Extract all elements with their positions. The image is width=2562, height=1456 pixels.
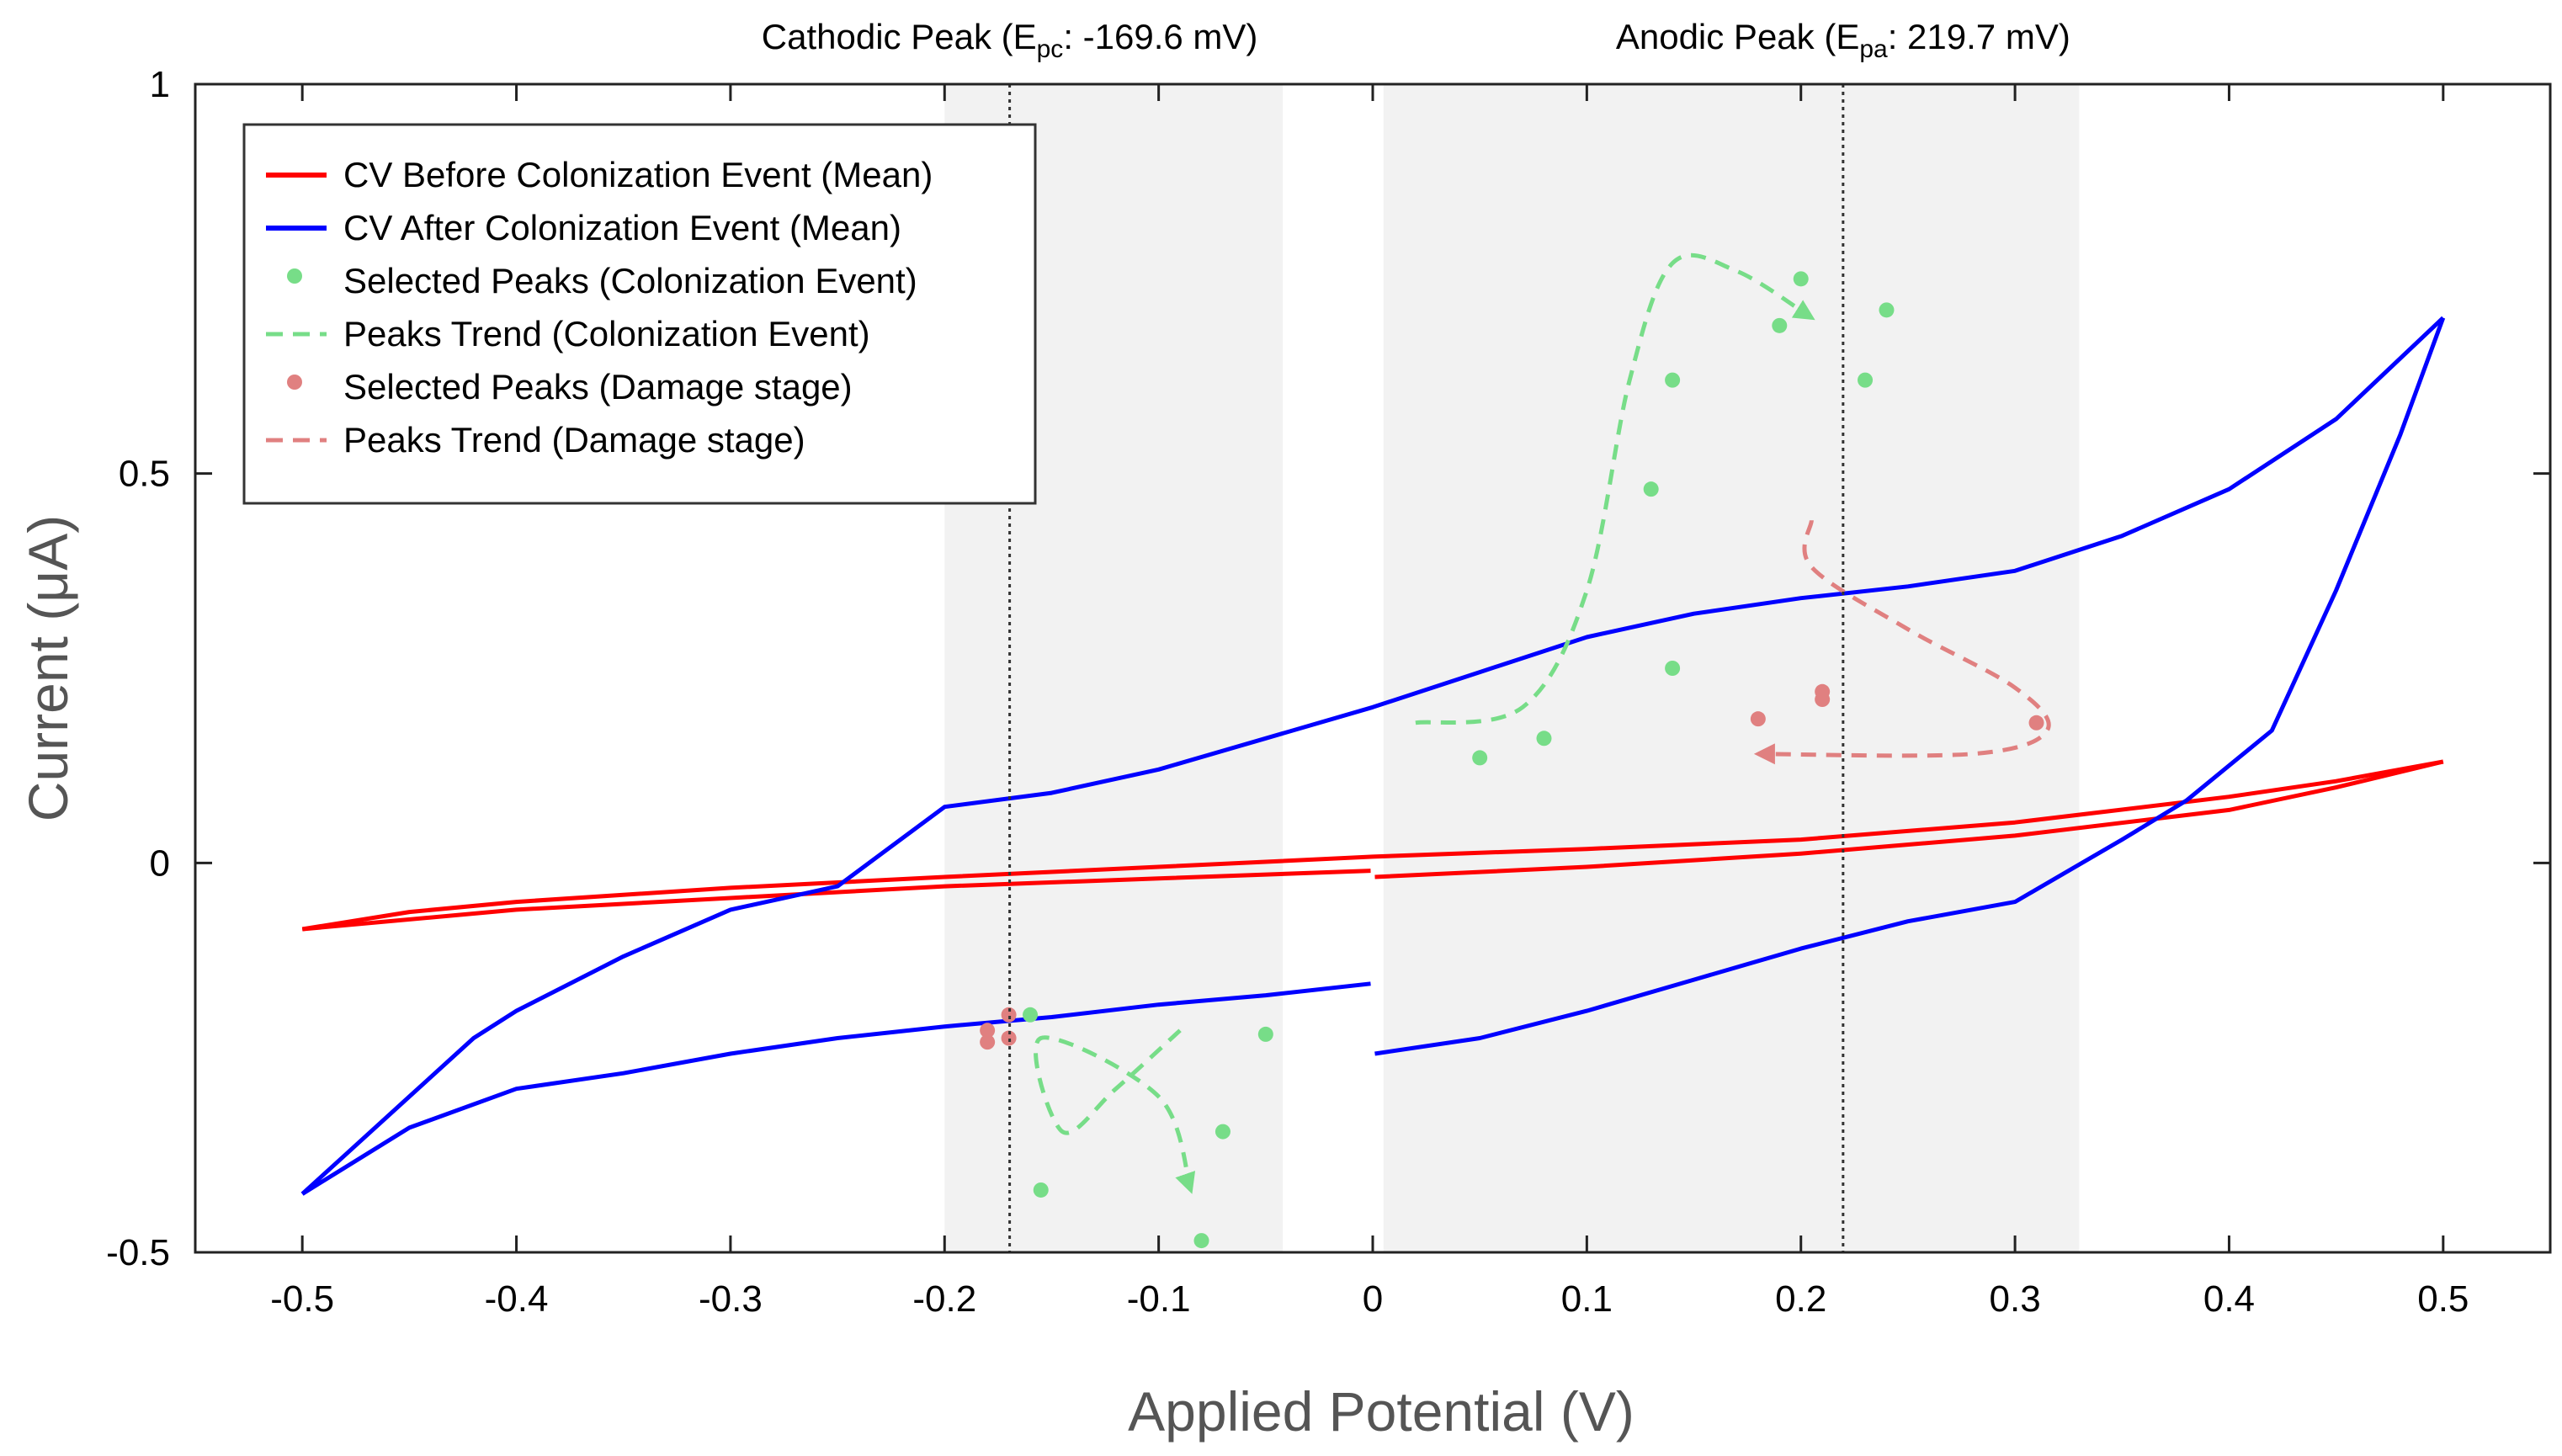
damage-peak-point <box>1001 1007 1017 1023</box>
x-tick-label: 0.2 <box>1775 1278 1826 1320</box>
colonization-trend-1 <box>1415 252 1815 725</box>
damage-peak-point <box>1750 711 1766 727</box>
colonization-peak-point <box>1536 731 1552 747</box>
legend: CV Before Colonization Event (Mean) CV Af… <box>242 123 1037 505</box>
x-tick-label: 0.3 <box>1990 1278 2041 1320</box>
y-axis-label: Current (μA) <box>17 515 79 821</box>
y-tick-label: -0.5 <box>106 1232 170 1273</box>
colonization-trend-2 <box>1034 1028 1196 1194</box>
colonization-peak-point <box>1665 661 1681 676</box>
y-tick-label: 0 <box>150 842 170 884</box>
legend-swatch-dot <box>287 268 302 284</box>
peaks-layer <box>980 252 2051 1249</box>
x-axis-label: Applied Potential (V) <box>1128 1380 1634 1443</box>
colonization-peak-point <box>1193 1233 1209 1249</box>
series-after-segment-3 <box>300 981 1371 1196</box>
legend-item: Peaks Trend (Damage stage) <box>266 420 805 460</box>
legend-label: Selected Peaks (Colonization Event) <box>343 261 917 300</box>
x-tick-label: 0 <box>1363 1278 1383 1320</box>
series-after-segment-2 <box>1374 316 2446 1056</box>
x-tick-label: 0.1 <box>1561 1278 1613 1320</box>
x-tick-label: -0.1 <box>1127 1278 1191 1320</box>
colonization-peak-point <box>1472 750 1488 766</box>
x-tick-label: -0.5 <box>270 1278 334 1320</box>
x-tick-label: -0.3 <box>699 1278 763 1320</box>
series-before-segment-3 <box>301 869 1371 932</box>
colonization-peak-point <box>1215 1124 1231 1140</box>
x-tick-label: 0.5 <box>2417 1278 2469 1320</box>
damage-peak-point <box>1001 1030 1017 1046</box>
peak-markers: Cathodic Peak (Epc: -169.6 mV) Anodic Pea… <box>762 17 2070 1252</box>
damage-trend-1 <box>1753 519 2051 765</box>
colonization-peak-point <box>1257 1026 1273 1042</box>
colonization-peak-point <box>1023 1007 1039 1023</box>
series-layer <box>300 316 2446 1196</box>
legend-item: Selected Peaks (Colonization Event) <box>287 261 917 300</box>
legend-box <box>242 123 1037 505</box>
anodic-peak-label: Anodic Peak (Epa: 219.7 mV) <box>1616 17 2070 63</box>
series-after-segment-1 <box>300 316 2445 1196</box>
x-tick-label: -0.4 <box>485 1278 549 1320</box>
legend-item: CV After Colonization Event (Mean) <box>266 208 901 247</box>
legend-item: Peaks Trend (Colonization Event) <box>266 314 870 353</box>
colonization-peak-point <box>1643 481 1659 497</box>
legend-label: Peaks Trend (Colonization Event) <box>343 314 870 353</box>
colonization-peak-point <box>1793 271 1809 287</box>
colonization-peak-point <box>1772 317 1788 333</box>
x-tick-label: 0.4 <box>2203 1278 2255 1320</box>
damage-peak-point <box>980 1023 996 1039</box>
x-tick-label: -0.2 <box>912 1278 976 1320</box>
colonization-peak-point <box>1879 302 1895 318</box>
legend-label: CV Before Colonization Event (Mean) <box>343 155 933 194</box>
damage-peak-point <box>2028 715 2044 731</box>
legend-item: CV Before Colonization Event (Mean) <box>266 155 933 194</box>
colonization-peak-point <box>1858 372 1874 388</box>
legend-label: Selected Peaks (Damage stage) <box>343 367 853 407</box>
series-before-segment-2 <box>1374 759 2444 879</box>
colonization-peak-point <box>1665 372 1681 388</box>
legend-label: Peaks Trend (Damage stage) <box>343 420 805 460</box>
colonization-peak-point <box>1033 1182 1049 1198</box>
legend-swatch-dot <box>287 375 302 390</box>
legend-item: Selected Peaks (Damage stage) <box>287 367 853 407</box>
damage-peak-point <box>1815 683 1831 699</box>
axes: -0.5 -0.4 -0.3 -0.2 -0.1 0 0.1 0.2 0.3 0.4 0.5 -0.5… <box>106 64 2550 1320</box>
shaded-regions <box>944 84 2080 1252</box>
y-tick-label: 1 <box>150 64 170 105</box>
cathodic-peak-label: Cathodic Peak (Epc: -169.6 mV) <box>762 17 1258 63</box>
damage-peak-point <box>980 1034 996 1050</box>
y-tick-label: 0.5 <box>119 454 170 495</box>
shaded-region-2 <box>1383 84 2080 1252</box>
legend-label: CV After Colonization Event (Mean) <box>343 208 901 247</box>
series-before-segment-1 <box>301 759 2444 932</box>
